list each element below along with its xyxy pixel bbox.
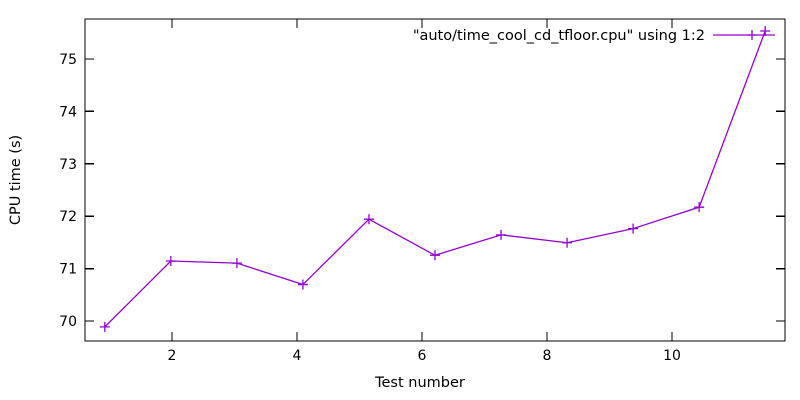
x-axis-title: Test number [374,375,465,391]
legend-label-series-1: "auto/time_cool_cd_tfloor.cpu" using 1:2 [413,28,705,44]
plot-border [84,18,786,342]
x-tick-label-6: 6 [418,348,427,364]
data-point-marker [430,250,440,261]
y-tick-label-71: 71 [59,262,77,278]
x-axis-tick-labels: 2 4 6 8 10 [168,348,681,364]
data-point-marker [99,321,110,332]
data-point-marker [562,237,573,248]
y-axis-title: CPU time (s) [8,135,24,225]
y-tick-label-74: 74 [59,104,77,120]
y-tick-label-72: 72 [59,209,77,225]
y-tick-label-70: 70 [59,314,77,330]
data-point-marker [363,214,374,225]
x-axis-ticks [171,19,673,341]
x-tick-label-2: 2 [168,348,177,364]
data-point-marker [297,279,308,290]
y-tick-label-73: 73 [59,157,77,173]
y-axis-ticks [85,58,785,322]
x-tick-label-10: 10 [663,348,681,364]
legend-point-marker [747,30,757,40]
legend: "auto/time_cool_cd_tfloor.cpu" using 1:2 [413,28,775,44]
y-axis-tick-labels: 70 71 72 73 74 75 [59,52,77,330]
x-tick-label-8: 8 [543,348,552,364]
data-point-marker [496,229,507,240]
data-point-marker [628,223,639,234]
data-point-marker [694,202,705,213]
series-1 [99,26,771,332]
data-point-marker [165,256,176,267]
legend-sample-series-1 [713,30,775,40]
y-tick-label-75: 75 [59,52,77,68]
data-series-layer [99,26,771,332]
x-tick-label-4: 4 [293,348,302,364]
data-point-marker [231,258,242,269]
